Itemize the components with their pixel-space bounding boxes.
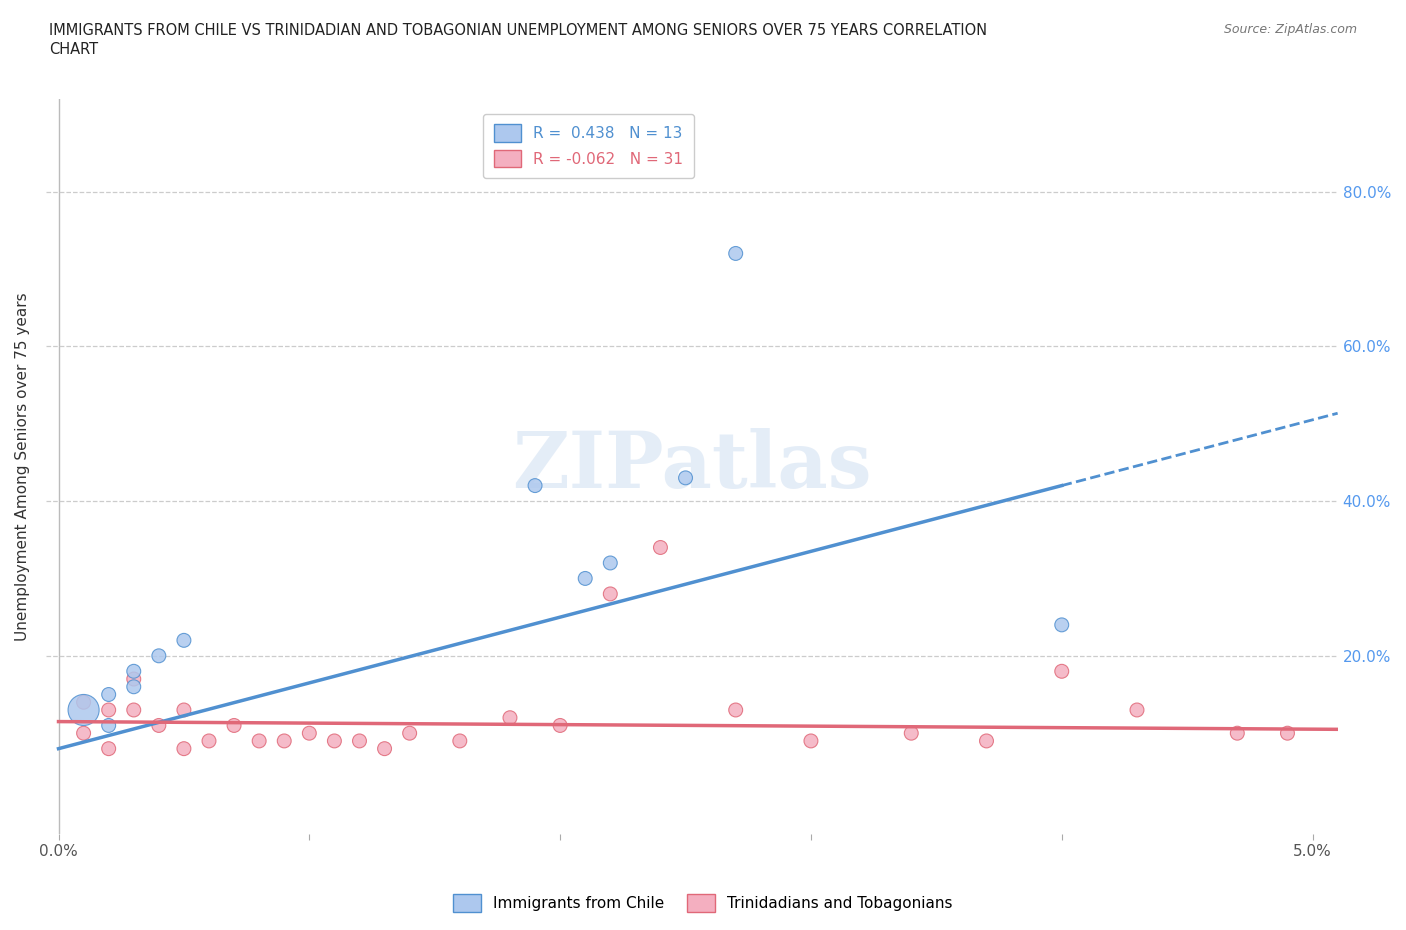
Point xyxy=(800,734,823,749)
Point xyxy=(173,702,195,717)
Text: IMMIGRANTS FROM CHILE VS TRINIDADIAN AND TOBAGONIAN UNEMPLOYMENT AMONG SENIORS O: IMMIGRANTS FROM CHILE VS TRINIDADIAN AND… xyxy=(49,23,987,38)
Point xyxy=(374,741,396,756)
Point xyxy=(349,734,371,749)
Point xyxy=(247,734,270,749)
Point xyxy=(650,540,672,555)
Point xyxy=(724,246,747,261)
Point xyxy=(298,725,321,740)
Y-axis label: Unemployment Among Seniors over 75 years: Unemployment Among Seniors over 75 years xyxy=(15,292,30,641)
Point xyxy=(97,718,120,733)
Point xyxy=(1226,725,1249,740)
Point xyxy=(499,711,522,725)
Point xyxy=(398,725,420,740)
Point xyxy=(976,734,998,749)
Point xyxy=(323,734,346,749)
Legend: R =  0.438   N = 13, R = -0.062   N = 31: R = 0.438 N = 13, R = -0.062 N = 31 xyxy=(482,113,695,178)
Point xyxy=(122,679,145,694)
Point xyxy=(574,571,596,586)
Text: ZIPatlas: ZIPatlas xyxy=(512,428,872,504)
Point xyxy=(675,471,697,485)
Point xyxy=(122,664,145,679)
Point xyxy=(97,702,120,717)
Point xyxy=(222,718,245,733)
Legend: Immigrants from Chile, Trinidadians and Tobagonians: Immigrants from Chile, Trinidadians and … xyxy=(447,888,959,918)
Point xyxy=(449,734,471,749)
Point xyxy=(72,695,94,710)
Point xyxy=(122,702,145,717)
Point xyxy=(599,555,621,570)
Text: CHART: CHART xyxy=(49,42,98,57)
Point xyxy=(122,671,145,686)
Point xyxy=(1050,618,1073,632)
Point xyxy=(173,633,195,648)
Point xyxy=(724,702,747,717)
Point xyxy=(148,648,170,663)
Point xyxy=(599,587,621,602)
Point xyxy=(273,734,295,749)
Point xyxy=(173,741,195,756)
Point xyxy=(72,702,94,717)
Point xyxy=(72,725,94,740)
Point xyxy=(198,734,221,749)
Point xyxy=(148,718,170,733)
Point xyxy=(1050,664,1073,679)
Point xyxy=(97,741,120,756)
Point xyxy=(900,725,922,740)
Point xyxy=(524,478,547,493)
Point xyxy=(548,718,571,733)
Text: Source: ZipAtlas.com: Source: ZipAtlas.com xyxy=(1223,23,1357,36)
Point xyxy=(1126,702,1149,717)
Point xyxy=(1277,725,1299,740)
Point xyxy=(97,687,120,702)
